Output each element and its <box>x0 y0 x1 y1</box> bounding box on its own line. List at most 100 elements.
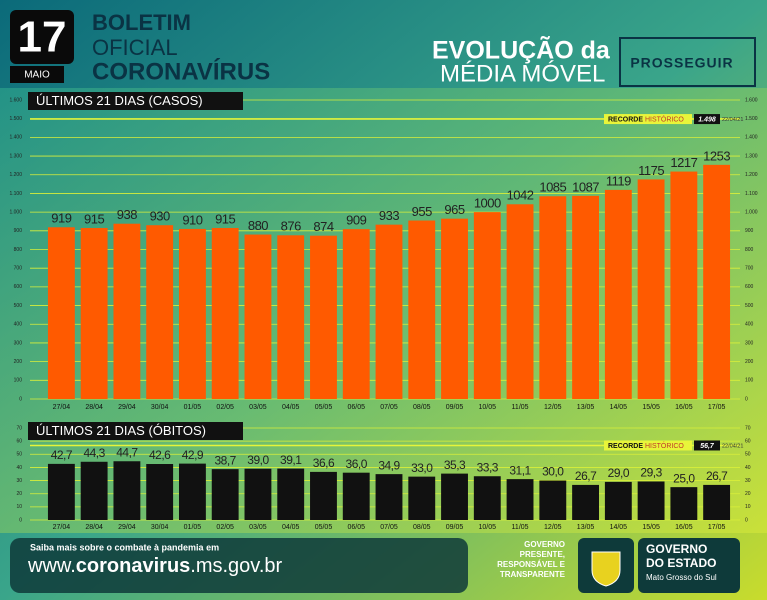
motto: TRANSPARENTE <box>500 570 566 579</box>
bar <box>703 484 731 520</box>
logo-box <box>619 37 756 87</box>
value-label: 930 <box>150 209 170 224</box>
value-label: 35,3 <box>444 458 466 472</box>
y-tick-label: 1.000 <box>745 209 758 215</box>
y-tick-label: 800 <box>14 247 23 253</box>
bar <box>146 225 174 399</box>
x-tick-label: 04/05 <box>282 404 300 411</box>
month-box <box>10 66 64 83</box>
bar <box>604 189 632 399</box>
y-tick-label: 1.100 <box>745 191 758 197</box>
value-label: 1000 <box>474 196 501 211</box>
y-tick-label: 700 <box>745 266 754 272</box>
value-label: 42,7 <box>51 448 73 462</box>
value-label: 919 <box>51 211 71 226</box>
x-tick-label: 27/04 <box>53 404 71 411</box>
url-part: coronavirus <box>76 555 190 577</box>
bar <box>670 171 698 399</box>
value-label: 31,1 <box>509 463 531 477</box>
value-label: 1175 <box>638 163 664 178</box>
record-label-part: HISTÓRICO <box>645 441 684 450</box>
x-tick-label: 04/05 <box>282 524 300 531</box>
x-tick-label: 05/05 <box>315 524 333 531</box>
chart-title: ÚLTIMOS 21 DIAS (ÓBITOS) <box>36 423 206 438</box>
x-tick-label: 09/05 <box>446 404 464 411</box>
chart-title-box <box>28 422 243 440</box>
y-tick-label: 0 <box>745 396 748 402</box>
y-tick-label: 10 <box>16 504 22 510</box>
value-label: 910 <box>182 212 202 227</box>
bar <box>703 164 731 399</box>
y-tick-label: 1.600 <box>745 97 758 103</box>
x-tick-label: 01/05 <box>184 524 202 531</box>
y-tick-label: 30 <box>745 478 751 484</box>
bar <box>113 461 141 520</box>
emblem <box>591 551 621 587</box>
y-tick-label: 20 <box>745 491 751 497</box>
y-tick-label: 60 <box>745 438 751 444</box>
y-tick-label: 40 <box>16 465 22 471</box>
x-tick-label: 11/05 <box>512 404 529 411</box>
y-tick-label: 100 <box>745 378 754 384</box>
record-label: RECORDE HISTÓRICO <box>608 114 684 123</box>
bar <box>473 476 501 520</box>
value-label: 909 <box>346 213 366 228</box>
y-tick-label: 1.400 <box>745 135 758 141</box>
bar <box>506 204 534 399</box>
bar <box>113 223 141 399</box>
y-tick-label: 600 <box>14 284 23 290</box>
value-label: 39,0 <box>247 453 269 467</box>
x-tick-label: 02/05 <box>216 524 234 531</box>
x-tick-label: 14/05 <box>610 404 628 411</box>
record-date: 22/04/21 <box>722 443 743 449</box>
gov-text: Mato Grosso do Sul <box>646 573 717 582</box>
footer-url: www.coronavirus.ms.gov.br <box>27 555 282 577</box>
value-label: 29,0 <box>608 466 630 480</box>
url-part: .ms.gov.br <box>190 555 282 577</box>
x-tick-label: 17/05 <box>708 524 726 531</box>
value-label: 965 <box>444 202 464 217</box>
y-tick-label: 900 <box>745 228 754 234</box>
bar <box>178 463 206 520</box>
chart-title: ÚLTIMOS 21 DIAS (CASOS) <box>36 93 203 108</box>
x-tick-label: 05/05 <box>315 404 333 411</box>
y-tick-label: 400 <box>745 322 754 328</box>
bar <box>178 228 206 399</box>
bar <box>375 224 403 399</box>
bar <box>277 468 305 520</box>
title-line: BOLETIM <box>92 10 191 35</box>
x-tick-label: 30/04 <box>151 524 169 531</box>
bar <box>310 471 337 520</box>
y-tick-label: 70 <box>745 425 751 431</box>
value-label: 39,1 <box>280 453 302 467</box>
y-tick-label: 0 <box>19 396 22 402</box>
record-date: 22/04/21 <box>722 117 743 123</box>
value-label: 36,6 <box>313 456 335 470</box>
value-label: 36,0 <box>346 457 368 471</box>
x-tick-label: 27/04 <box>53 524 71 531</box>
record-label-part: HISTÓRICO <box>645 114 684 123</box>
motto: PRESENTE, <box>520 550 565 559</box>
y-tick-label: 0 <box>19 517 22 523</box>
y-tick-label: 1.300 <box>745 153 758 159</box>
x-tick-label: 01/05 <box>184 404 202 411</box>
y-tick-label: 800 <box>745 247 754 253</box>
x-tick-label: 06/05 <box>347 524 365 531</box>
bar <box>310 235 337 399</box>
value-label: 34,9 <box>378 458 400 472</box>
value-label: 1253 <box>703 148 730 163</box>
record-value: 56,7 <box>700 443 715 450</box>
record-value: 1.498 <box>698 116 716 123</box>
bar <box>441 218 468 399</box>
y-tick-label: 1.500 <box>745 116 758 122</box>
value-label: 1085 <box>539 180 566 195</box>
record-value-box <box>694 440 720 451</box>
record-value-box <box>694 114 720 125</box>
logo: PROSSEGUIR <box>630 55 733 71</box>
y-tick-label: 1.300 <box>9 153 22 159</box>
x-tick-label: 17/05 <box>708 404 726 411</box>
title-line: CORONAVÍRUS <box>92 57 270 85</box>
y-tick-label: 1.000 <box>9 209 22 215</box>
y-tick-label: 1.100 <box>9 191 22 197</box>
value-label: 1119 <box>606 173 631 188</box>
